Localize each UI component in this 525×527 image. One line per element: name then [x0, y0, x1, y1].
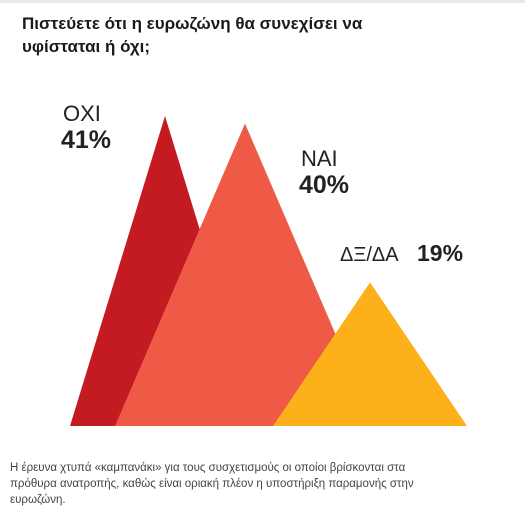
chart-title-line-2: υφίσταται ή όχι;: [22, 37, 151, 56]
value-label-yes: 40%: [299, 171, 349, 199]
triangle-yes: [115, 123, 375, 426]
chart-title: Πιστεύετε ότι η ευρωζώνη θα συνεχίσει να…: [22, 12, 502, 58]
chart-title-line-1: Πιστεύετε ότι η ευρωζώνη θα συνεχίσει να: [22, 14, 363, 33]
top-rule: [0, 0, 525, 3]
triangle-dont-know: [273, 282, 467, 426]
category-label-yes: ΝΑΙ: [301, 146, 338, 171]
value-label-dont-know: 19%: [417, 240, 463, 266]
caption-line-2: πρόθυρα ανατροπής, καθώς είναι οριακή πλ…: [10, 478, 414, 490]
triangle-chart: ΟΧΙ 41% ΝΑΙ 40% ΔΞ/ΔΑ 19%: [61, 101, 467, 426]
category-label-no: ΟΧΙ: [63, 101, 101, 126]
category-label-dont-know: ΔΞ/ΔΑ: [340, 244, 399, 266]
value-label-no: 41%: [61, 126, 111, 154]
caption-line-1: Η έρευνα χτυπά «καμπανάκι» για τους συσχ…: [10, 462, 406, 474]
caption-line-3: ευρωζώνη.: [10, 494, 66, 506]
caption: Η έρευνα χτυπά «καμπανάκι» για τους συσχ…: [10, 460, 515, 508]
